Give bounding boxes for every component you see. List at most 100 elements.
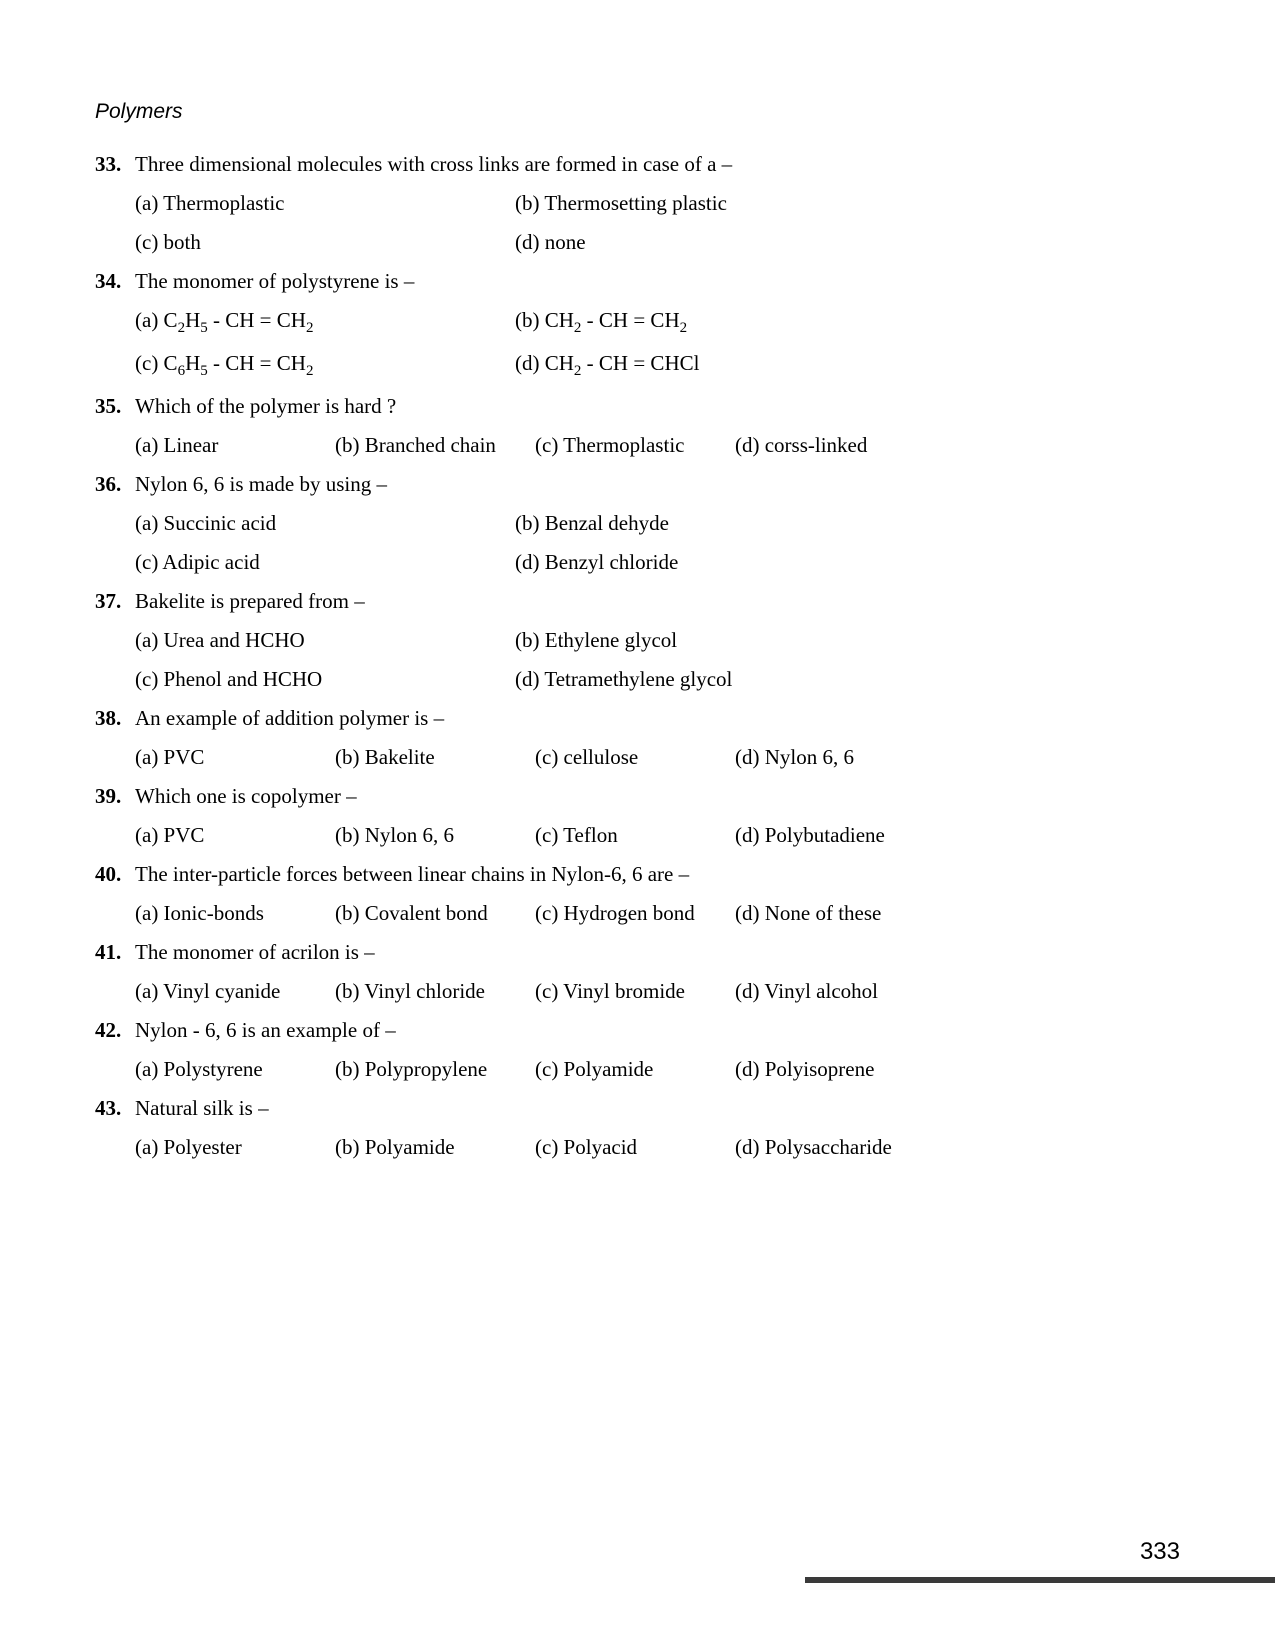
question-text: Natural silk is – [135,1096,1180,1121]
option: (c) Polyacid [535,1135,735,1160]
question-text: Bakelite is prepared from – [135,589,1180,614]
option: (c) Adipic acid [135,550,515,575]
option-row: (c) Adipic acid(d) Benzyl chloride [135,550,1180,575]
question-block: 41.The monomer of acrilon is – (a) Vinyl … [95,940,1180,1004]
option-row: (a) Thermoplastic(b) Thermosetting plast… [135,191,1180,216]
question-block: 36.Nylon 6, 6 is made by using – (a) Succ… [95,472,1180,575]
question-row: 43.Natural silk is – [95,1096,1180,1121]
option: (b) Branched chain [335,433,535,458]
question-block: 37.Bakelite is prepared from – (a) Urea a… [95,589,1180,692]
option: (c) Hydrogen bond [535,901,735,926]
option: (b) Covalent bond [335,901,535,926]
question-row: 34.The monomer of polystyrene is – [95,269,1180,294]
question-text: The monomer of acrilon is – [135,940,1180,965]
question-number: 43. [95,1096,135,1121]
question-row: 39.Which one is copolymer – [95,784,1180,809]
option-row: (a) C2H5 - CH = CH2(b) CH2 - CH = CH2 [135,308,1180,337]
option: (b) Ethylene glycol [515,628,895,653]
option-row: (a) Succinic acid(b) Benzal dehyde [135,511,1180,536]
option: (a) C2H5 - CH = CH2 [135,308,515,337]
option: (d) none [515,230,895,255]
option-row: (a) Polystyrene(b) Polypropylene(c) Poly… [135,1057,1180,1082]
option: (c) Polyamide [535,1057,735,1082]
question-text: An example of addition polymer is – [135,706,1180,731]
option: (b) Benzal dehyde [515,511,895,536]
option: (c) Phenol and HCHO [135,667,515,692]
option: (a) PVC [135,745,335,770]
question-row: 35.Which of the polymer is hard ? [95,394,1180,419]
option: (d) Polyisoprene [735,1057,935,1082]
option-row: (a) Polyester(b) Polyamide(c) Polyacid(d… [135,1135,1180,1160]
question-number: 38. [95,706,135,731]
question-block: 39.Which one is copolymer – (a) PVC(b) Ny… [95,784,1180,848]
question-text: The monomer of polystyrene is – [135,269,1180,294]
option: (c) cellulose [535,745,735,770]
option: (d) Tetramethylene glycol [515,667,895,692]
option: (a) Linear [135,433,335,458]
option: (d) CH2 - CH = CHCl [515,351,895,380]
option: (a) Ionic-bonds [135,901,335,926]
option-row: (c) C6H5 - CH = CH2(d) CH2 - CH = CHCl [135,351,1180,380]
question-row: 38.An example of addition polymer is – [95,706,1180,731]
question-number: 35. [95,394,135,419]
page-number: 333 [1140,1538,1180,1566]
option: (b) Thermosetting plastic [515,191,895,216]
question-number: 41. [95,940,135,965]
option: (b) Polypropylene [335,1057,535,1082]
option: (c) both [135,230,515,255]
option: (c) Teflon [535,823,735,848]
question-block: 43.Natural silk is – (a) Polyester(b) Pol… [95,1096,1180,1160]
option: (a) Polystyrene [135,1057,335,1082]
page-header: Polymers [95,100,1180,124]
question-number: 34. [95,269,135,294]
option: (d) Benzyl chloride [515,550,895,575]
option-row: (c) Phenol and HCHO(d) Tetramethylene gl… [135,667,1180,692]
option: (d) Vinyl alcohol [735,979,935,1004]
option: (d) Polysaccharide [735,1135,935,1160]
question-text: Nylon 6, 6 is made by using – [135,472,1180,497]
question-block: 42.Nylon - 6, 6 is an example of – (a) Po… [95,1018,1180,1082]
option: (a) PVC [135,823,335,848]
question-number: 39. [95,784,135,809]
option: (c) Vinyl bromide [535,979,735,1004]
question-text: Which of the polymer is hard ? [135,394,1180,419]
option: (b) Bakelite [335,745,535,770]
question-block: 33.Three dimensional molecules with cros… [95,152,1180,255]
question-block: 38.An example of addition polymer is – (a… [95,706,1180,770]
option: (d) Nylon 6, 6 [735,745,935,770]
question-row: 41.The monomer of acrilon is – [95,940,1180,965]
question-text: Three dimensional molecules with cross l… [135,152,1180,177]
question-text: The inter-particle forces between linear… [135,862,1180,887]
option: (c) Thermoplastic [535,433,735,458]
option: (a) Polyester [135,1135,335,1160]
questions-container: 33.Three dimensional molecules with cros… [95,152,1180,1160]
option: (b) Polyamide [335,1135,535,1160]
option: (a) Succinic acid [135,511,515,536]
option-row: (a) Vinyl cyanide(b) Vinyl chloride(c) V… [135,979,1180,1004]
question-number: 42. [95,1018,135,1043]
option-row: (a) Ionic-bonds(b) Covalent bond(c) Hydr… [135,901,1180,926]
question-text: Nylon - 6, 6 is an example of – [135,1018,1180,1043]
option: (b) Nylon 6, 6 [335,823,535,848]
option: (a) Thermoplastic [135,191,515,216]
question-row: 40.The inter-particle forces between lin… [95,862,1180,887]
option-row: (a) PVC(b) Bakelite(c) cellulose(d) Nylo… [135,745,1180,770]
question-row: 42.Nylon - 6, 6 is an example of – [95,1018,1180,1043]
question-text: Which one is copolymer – [135,784,1180,809]
question-block: 35.Which of the polymer is hard ? (a) Lin… [95,394,1180,458]
option-row: (a) Urea and HCHO(b) Ethylene glycol [135,628,1180,653]
option: (d) Polybutadiene [735,823,935,848]
option: (b) CH2 - CH = CH2 [515,308,895,337]
option: (b) Vinyl chloride [335,979,535,1004]
question-number: 40. [95,862,135,887]
option-row: (a) PVC(b) Nylon 6, 6(c) Teflon(d) Polyb… [135,823,1180,848]
question-block: 34.The monomer of polystyrene is – (a) C2… [95,269,1180,380]
question-row: 37.Bakelite is prepared from – [95,589,1180,614]
option: (a) Urea and HCHO [135,628,515,653]
question-number: 37. [95,589,135,614]
question-number: 33. [95,152,135,177]
footer-line [805,1577,1275,1583]
option-row: (c) both(d) none [135,230,1180,255]
question-row: 36.Nylon 6, 6 is made by using – [95,472,1180,497]
question-number: 36. [95,472,135,497]
